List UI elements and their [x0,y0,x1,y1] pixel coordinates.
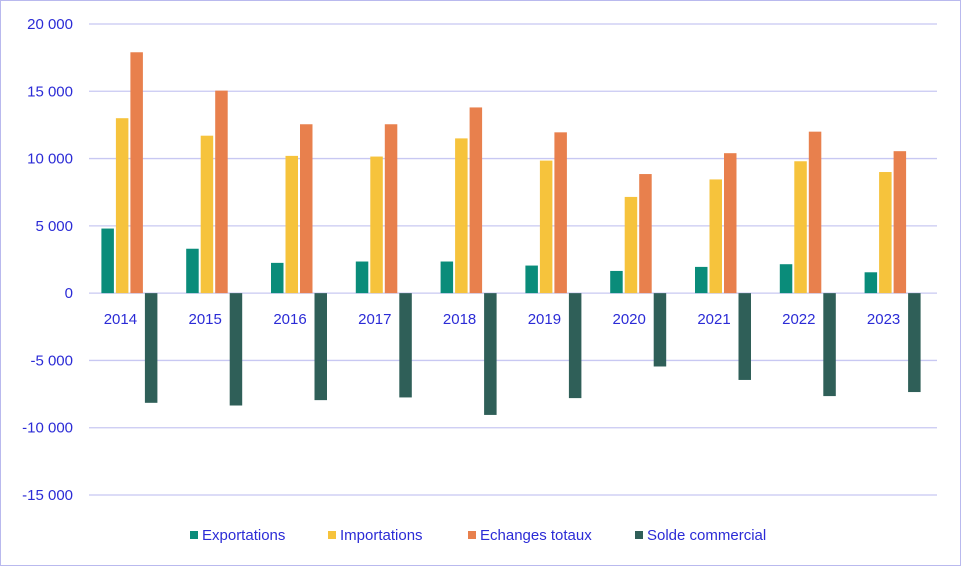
y-tick-label: -10 000 [22,420,73,437]
bar-echanges-totaux-2014 [130,52,143,294]
x-category-label: 2017 [358,311,391,328]
bar-exportations-2015 [186,248,199,294]
legend-label: Exportations [202,527,285,544]
y-tick-label: -5 000 [30,352,73,369]
bar-solde-commercial-2019 [568,293,582,399]
bar-echanges-totaux-2022 [808,131,822,294]
bar-solde-commercial-2021 [738,293,751,380]
bar-exportations-2019 [525,265,538,294]
x-category-label: 2014 [104,311,137,328]
bar-solde-commercial-2015 [229,293,243,406]
y-axis-ticks: 20 000 15 000 10 000 5 000 0 -5 000 -10 000 -15… [22,16,73,504]
y-tick-label: 15 000 [27,83,73,100]
legend: Exportations Importations Echanges totaux S… [190,527,766,544]
bar-exportations-2016 [271,262,284,294]
x-category-label: 2023 [867,311,900,328]
legend-label: Echanges totaux [480,527,592,544]
bar-solde-commercial-2014 [144,293,158,403]
legend-swatch [468,531,476,539]
bar-importations-2015 [200,135,214,294]
bar-importations-2014 [115,118,129,294]
bars [101,52,921,415]
legend-item: Solde commercial [635,527,766,544]
bar-exportations-2018 [440,261,454,294]
bar-importations-2018 [455,138,468,294]
y-tick-label: 5 000 [35,218,73,235]
bar-exportations-2017 [355,261,369,294]
bar-importations-2023 [879,172,892,294]
bar-solde-commercial-2023 [908,293,921,393]
bar-echanges-totaux-2020 [639,174,652,294]
legend-swatch [635,531,643,539]
x-category-label: 2021 [697,311,730,328]
bar-exportations-2014 [101,228,114,294]
x-category-label: 2016 [273,311,306,328]
x-category-label: 2018 [443,311,476,328]
bar-echanges-totaux-2018 [469,107,483,294]
bar-exportations-2021 [695,266,708,294]
bar-echanges-totaux-2016 [300,124,313,294]
bar-exportations-2022 [779,264,793,294]
bar-exportations-2023 [864,272,878,294]
legend-label: Solde commercial [647,527,766,544]
bar-importations-2022 [794,161,807,294]
bar-solde-commercial-2020 [653,293,667,367]
y-tick-label: 0 [65,285,73,302]
y-tick-label: 10 000 [27,151,73,168]
bar-importations-2017 [370,156,383,294]
bar-solde-commercial-2016 [314,293,327,401]
bar-exportations-2020 [610,270,623,294]
bar-echanges-totaux-2017 [384,124,398,294]
bar-echanges-totaux-2019 [554,132,567,294]
bar-importations-2020 [624,196,638,294]
legend-swatch [328,531,336,539]
legend-item: Importations [328,527,423,544]
bar-importations-2021 [709,179,722,294]
x-axis-categories: 2014 2015 2016 2017 2018 2019 2020 2021 2022 2023 [104,311,901,328]
bar-solde-commercial-2018 [484,293,497,415]
y-tick-label: -15 000 [22,487,73,504]
x-category-label: 2020 [613,311,646,328]
bar-echanges-totaux-2021 [724,153,737,294]
x-category-label: 2019 [528,311,561,328]
x-category-label: 2022 [782,311,815,328]
legend-swatch [190,531,198,539]
y-tick-label: 20 000 [27,16,73,33]
legend-label: Importations [340,527,423,544]
bar-solde-commercial-2017 [399,293,412,398]
legend-item: Echanges totaux [468,527,592,544]
x-category-label: 2015 [189,311,222,328]
legend-item: Exportations [190,527,285,544]
bar-echanges-totaux-2023 [893,151,907,294]
bar-importations-2019 [539,160,553,294]
bar-echanges-totaux-2015 [215,90,228,294]
bar-solde-commercial-2022 [823,293,836,397]
bar-importations-2016 [285,155,298,294]
